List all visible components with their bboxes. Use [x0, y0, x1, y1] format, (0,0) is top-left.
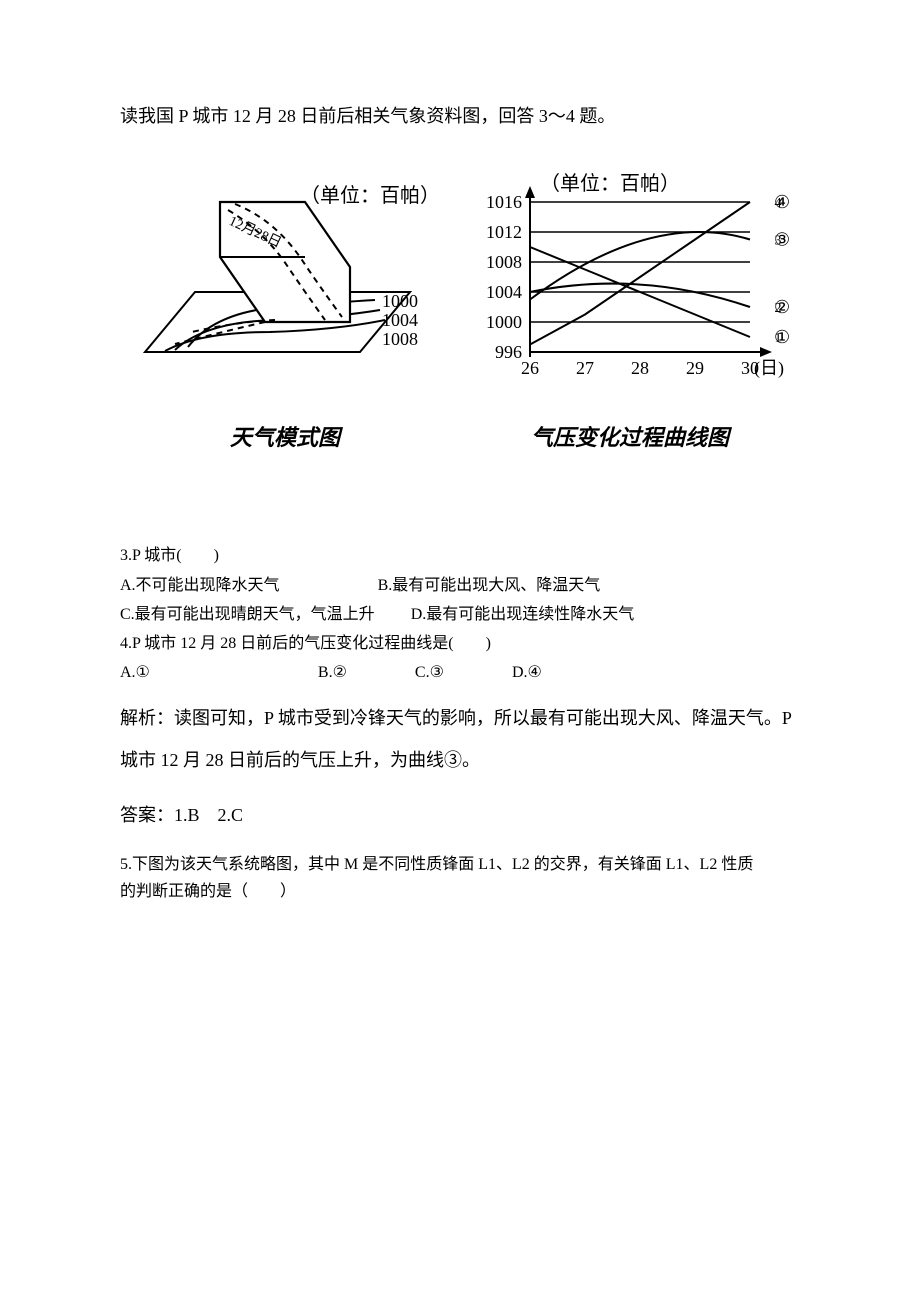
figures-row: 1000 1004 1008 12月28日 （单位：百帕） 天气模式图 （单位：… [120, 172, 800, 452]
q5-line2: 的判断正确的是（ ） [120, 878, 800, 905]
figure2-caption: 气压变化过程曲线图 [531, 420, 729, 452]
q3-opt-c: C.最有可能出现晴朗天气，气温上升 [120, 606, 375, 623]
svg-text:1004: 1004 [486, 282, 522, 302]
q5-block: 5.下图为该天气系统略图，其中 M 是不同性质锋面 L1、L2 的交界，有关锋面… [120, 851, 800, 905]
q3-stem: 3.P 城市( ) [120, 542, 800, 569]
q4-opt-d: D.④ [512, 664, 542, 681]
fig1-unit-label: （单位：百帕） [300, 184, 440, 207]
q3-options-row2: C.最有可能出现晴朗天气，气温上升 D.最有可能出现连续性降水天气 [120, 601, 800, 628]
figure2-block: （单位：百帕）996100010041008101210162627282930… [460, 172, 800, 452]
questions-block: 3.P 城市( ) A.不可能出现降水天气 B.最有可能出现大风、降温天气 C.… [120, 542, 800, 905]
q4-stem: 4.P 城市 12 月 28 日前后的气压变化过程曲线是( ) [120, 630, 800, 657]
isobar-1008: 1008 [382, 329, 418, 349]
q3-opt-a: A.不可能出现降水天气 [120, 577, 280, 594]
svg-text:（单位：百帕）: （单位：百帕） [540, 172, 680, 195]
svg-text:996: 996 [495, 342, 522, 362]
pressure-curve-chart: （单位：百帕）996100010041008101210162627282930… [460, 172, 800, 412]
analysis-text: 读图可知，P 城市受到冷锋天气的影响，所以最有可能出现大风、降温天气。P 城市 … [120, 708, 791, 769]
q3-opt-d: D.最有可能出现连续性降水天气 [411, 606, 635, 623]
svg-text:1012: 1012 [486, 222, 522, 242]
svg-text:1000: 1000 [486, 312, 522, 332]
isobar-1000: 1000 [382, 291, 418, 311]
svg-text:1008: 1008 [486, 252, 522, 272]
q4-opt-c: C.③ [415, 664, 444, 681]
svg-text:27: 27 [576, 358, 594, 378]
svg-text:28: 28 [631, 358, 649, 378]
isobar-1004: 1004 [382, 310, 418, 330]
figure1-caption: 天气模式图 [230, 420, 340, 452]
q4-opt-b: B.② [318, 664, 347, 681]
svg-text:②: ② [774, 297, 790, 317]
weather-pattern-diagram: 1000 1004 1008 12月28日 （单位：百帕） [120, 172, 450, 412]
intro-text: 读我国 P 城市 12 月 28 日前后相关气象资料图，回答 3～4 题。 [120, 100, 800, 132]
q4-options-row: A.① B.② C.③ D.④ [120, 659, 800, 686]
q3-opt-b: B.最有可能出现大风、降温天气 [378, 577, 601, 594]
svg-text:29: 29 [686, 358, 704, 378]
q5-line1: 5.下图为该天气系统略图，其中 M 是不同性质锋面 L1、L2 的交界，有关锋面… [120, 851, 800, 878]
svg-text:③: ③ [774, 230, 790, 250]
answer-text: 1.B 2.C [174, 805, 243, 825]
svg-text:(日): (日) [754, 358, 784, 379]
q3-options-row1: A.不可能出现降水天气 B.最有可能出现大风、降温天气 [120, 572, 800, 599]
svg-text:④: ④ [774, 192, 790, 212]
svg-text:26: 26 [521, 358, 539, 378]
answer: 答案：1.B 2.C [120, 797, 800, 833]
svg-text:1016: 1016 [486, 192, 522, 212]
answer-label: 答案： [120, 805, 174, 825]
analysis: 解析：读图可知，P 城市受到冷锋天气的影响，所以最有可能出现大风、降温天气。P … [120, 698, 800, 781]
q4-opt-a: A.① [120, 664, 150, 681]
analysis-label: 解析： [120, 708, 174, 728]
svg-text:①: ① [774, 327, 790, 347]
figure1-block: 1000 1004 1008 12月28日 （单位：百帕） 天气模式图 [120, 172, 450, 452]
